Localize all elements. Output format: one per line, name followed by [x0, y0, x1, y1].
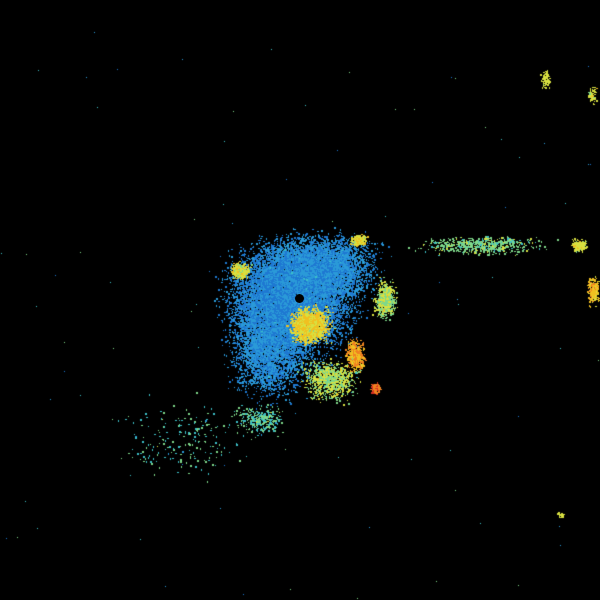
radar-site-marker	[295, 294, 304, 303]
